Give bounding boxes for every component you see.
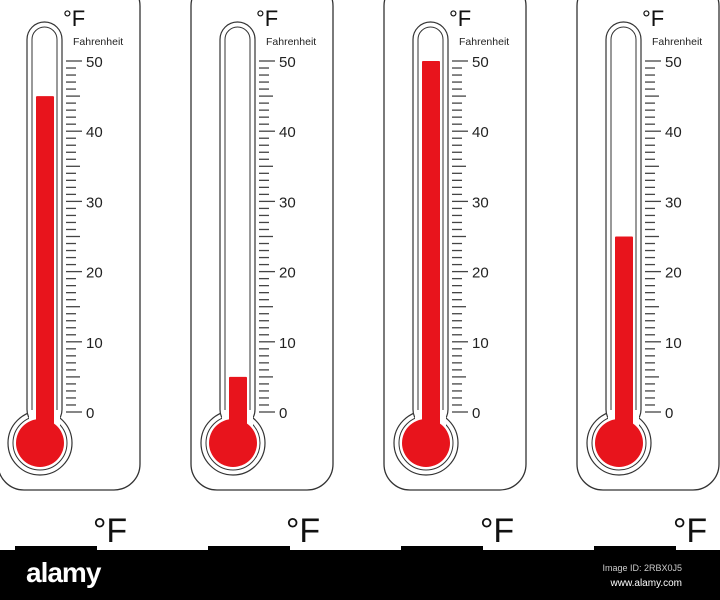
thermometer-card: [190, 0, 334, 491]
mercury-column: [422, 61, 440, 440]
footer-tab: [15, 546, 97, 552]
scale-tick-label: 0: [665, 405, 673, 422]
site-url: www.alamy.com: [610, 578, 683, 589]
thermometer: 50 40 30 20 10 0 °F Fahrenheit: [190, 0, 334, 491]
footer-tab: [401, 546, 483, 552]
footer-tab: [208, 546, 290, 552]
scale-tick-label: 20: [86, 265, 103, 282]
scale-tick-label: 30: [665, 194, 682, 211]
scale-tick-label: 0: [86, 405, 94, 422]
mercury-column: [36, 96, 54, 440]
bottom-unit-label: °F: [92, 512, 128, 550]
mercury-bulb: [402, 419, 450, 467]
tube-inner: [224, 26, 251, 426]
scale-tick-label: 50: [665, 54, 682, 71]
scale-name-label: Fahrenheit: [459, 36, 509, 48]
thermometer-card: [383, 0, 527, 491]
mercury-bulb: [209, 419, 257, 467]
scale-tick-label: 30: [472, 194, 489, 211]
scale-tick-label: 0: [279, 405, 287, 422]
bottom-unit-label: °F: [285, 512, 321, 550]
scale-tick-label: 20: [472, 265, 489, 282]
footer-tab: [594, 546, 676, 552]
scale-tick-label: 20: [665, 265, 682, 282]
mercury-bulb: [16, 419, 64, 467]
thermometer-card: [0, 0, 141, 491]
unit-label: °F: [449, 6, 471, 31]
thermometer: 50 40 30 20 10 0 °F Fahrenheit: [576, 0, 720, 491]
scale-tick-label: 10: [472, 335, 489, 352]
mercury-column: [615, 236, 633, 440]
scale-tick-label: 40: [665, 124, 682, 141]
scale-name-label: Fahrenheit: [266, 36, 316, 48]
scale-tick-label: 10: [665, 335, 682, 352]
scale-tick-label: 40: [279, 124, 296, 141]
scale-tick-label: 30: [86, 194, 103, 211]
image-id: Image ID: 2RBX0J5: [602, 563, 682, 573]
thermometer: 50 40 30 20 10 0 °F Fahrenheit: [383, 0, 527, 491]
scale-tick-label: 20: [279, 265, 296, 282]
scale-tick-label: 10: [86, 335, 103, 352]
scale-tick-label: 10: [279, 335, 296, 352]
thermometer-illustration: 50 40 30 20 10 0 °F Fahrenheit 50 40 30 20 10 0 °F Fahr…: [0, 0, 720, 491]
scale-tick-label: 40: [472, 124, 489, 141]
scale-tick-label: 50: [279, 54, 296, 71]
watermark-footer: [0, 550, 720, 600]
scale-name-label: Fahrenheit: [73, 36, 123, 48]
scale-tick-label: 30: [279, 194, 296, 211]
unit-label: °F: [63, 6, 85, 31]
scale-tick-label: 50: [472, 54, 489, 71]
thermometer-card: [576, 0, 720, 491]
scale-name-label: Fahrenheit: [652, 36, 702, 48]
scale-tick-label: 40: [86, 124, 103, 141]
mercury-bulb: [595, 419, 643, 467]
scale-tick-label: 0: [472, 405, 480, 422]
thermometer: 50 40 30 20 10 0 °F Fahrenheit: [0, 0, 141, 491]
alamy-logo: alamy: [26, 557, 101, 588]
scale-tick-label: 50: [86, 54, 103, 71]
bottom-unit-label: °F: [672, 512, 708, 550]
bottom-unit-label: °F: [479, 512, 515, 550]
unit-label: °F: [256, 6, 278, 31]
unit-label: °F: [642, 6, 664, 31]
